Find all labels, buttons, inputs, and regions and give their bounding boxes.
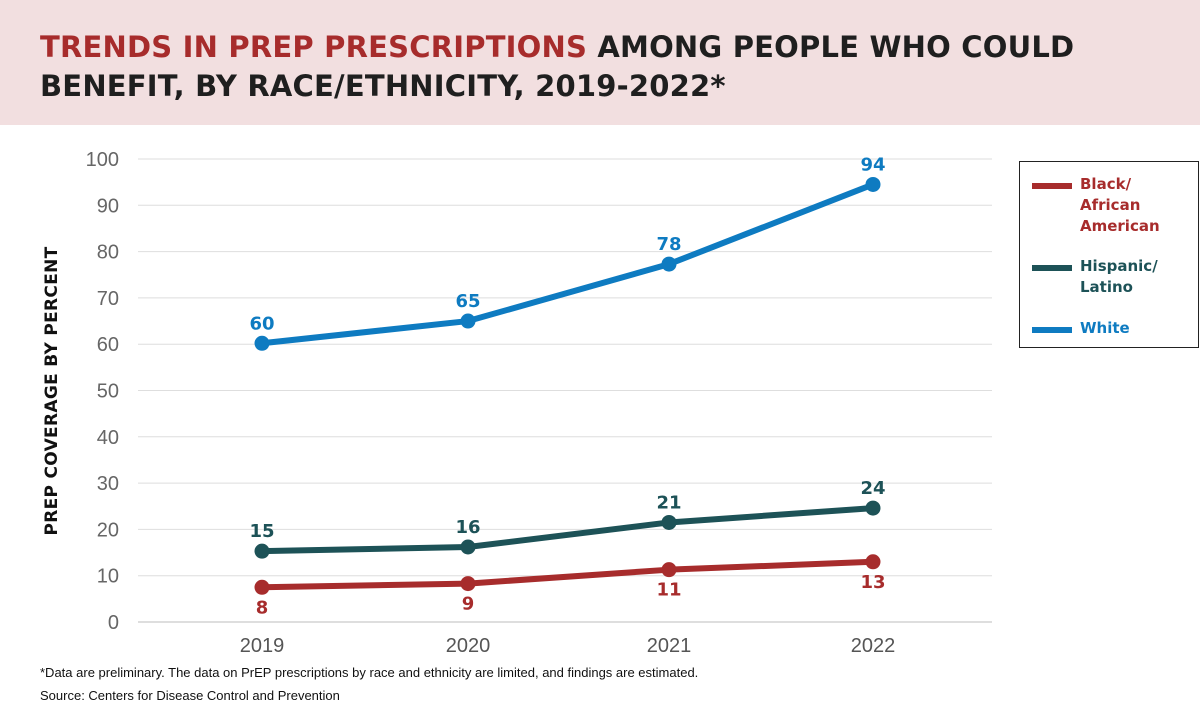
y-tick-label-40: 40: [97, 427, 119, 449]
x-tick-label-2022: 2022: [851, 635, 896, 657]
chart-title-rest: AMONG PEOPLE WHO COULD BENEFIT, BY RACE/…: [40, 30, 1075, 103]
data-label-black-african-american-2020: 9: [462, 594, 475, 615]
data-point-white-2019: [254, 335, 270, 351]
legend-swatch-black-african-american: [1032, 183, 1072, 189]
x-tick-label-2020: 2020: [446, 635, 491, 657]
data-label-white-2019: 60: [249, 313, 274, 334]
data-point-hispanic-latino-2020: [460, 539, 476, 555]
data-point-black-african-american-2019: [254, 579, 270, 595]
y-tick-label-10: 10: [97, 566, 119, 588]
data-label-black-african-american-2022: 13: [860, 572, 885, 593]
legend-swatch-white: [1032, 327, 1072, 333]
x-tick-label-2019: 2019: [240, 635, 285, 657]
data-point-white-2020: [460, 313, 476, 329]
data-label-black-african-american-2021: 11: [656, 580, 681, 601]
y-tick-label-20: 20: [97, 519, 119, 541]
y-tick-label-60: 60: [97, 334, 119, 356]
x-tick-label-2021: 2021: [647, 635, 692, 657]
footnote: *Data are preliminary. The data on PrEP …: [40, 665, 699, 680]
data-label-hispanic-latino-2020: 16: [455, 517, 480, 538]
data-label-hispanic-latino-2022: 24: [860, 478, 885, 499]
data-point-black-african-american-2020: [460, 576, 476, 592]
data-point-white-2021: [661, 256, 677, 272]
legend-label-white: White: [1080, 319, 1130, 337]
series-line-black-african-american: [259, 558, 876, 591]
chart-legend: Black/African American Hispanic/Latino Whit…: [1019, 161, 1199, 348]
data-label-white-2022: 94: [860, 154, 885, 175]
data-point-white-2022: [865, 176, 881, 192]
y-tick-label-100: 100: [86, 149, 119, 171]
data-point-hispanic-latino-2022: [865, 500, 881, 516]
y-tick-label-0: 0: [108, 612, 119, 634]
chart-title-accent: TRENDS IN PREP PRESCRIPTIONS: [40, 30, 588, 64]
series-line-white: [259, 181, 876, 347]
data-label-hispanic-latino-2021: 21: [656, 492, 681, 513]
legend-label-hispanic-latino: Hispanic/Latino: [1080, 257, 1158, 296]
series-line-hispanic-latino: [259, 505, 876, 555]
legend-swatch-hispanic-latino: [1032, 265, 1072, 271]
data-label-black-african-american-2019: 8: [256, 597, 269, 618]
y-axis-label: PREP COVERAGE BY PERCENT: [42, 246, 62, 535]
title-banner: TRENDS IN PREP PRESCRIPTIONS AMONG PEOPL…: [0, 0, 1200, 125]
data-label-hispanic-latino-2019: 15: [249, 521, 274, 542]
source-note: Source: Centers for Disease Control and …: [40, 688, 340, 703]
legend-label-black-african-american: Black/African American: [1080, 175, 1160, 235]
data-label-white-2020: 65: [455, 291, 480, 312]
y-tick-label-70: 70: [97, 288, 119, 310]
y-tick-label-30: 30: [97, 473, 119, 495]
y-tick-label-90: 90: [97, 195, 119, 217]
data-point-black-african-american-2022: [865, 554, 881, 570]
data-point-black-african-american-2021: [661, 562, 677, 578]
chart-title: TRENDS IN PREP PRESCRIPTIONS AMONG PEOPL…: [40, 28, 1160, 106]
data-label-white-2021: 78: [656, 234, 681, 255]
y-tick-label-80: 80: [97, 242, 119, 264]
y-tick-label-50: 50: [97, 381, 119, 403]
data-point-hispanic-latino-2019: [254, 543, 270, 559]
data-point-hispanic-latino-2021: [661, 514, 677, 530]
